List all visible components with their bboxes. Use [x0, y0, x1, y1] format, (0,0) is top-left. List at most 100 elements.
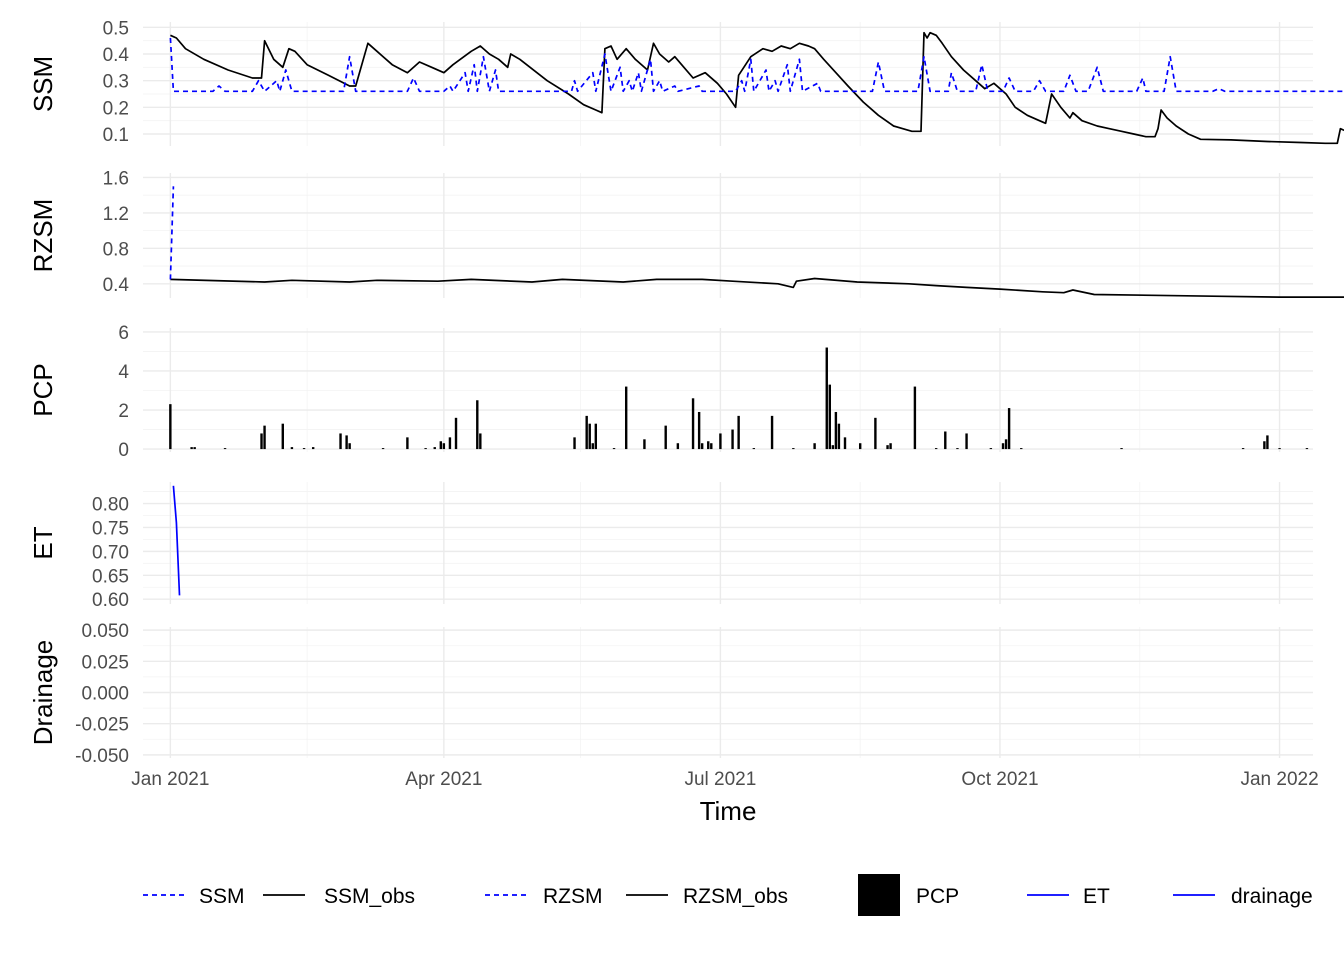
- bar-pcp: [381, 448, 385, 450]
- panel-label-drainage: Drainage: [28, 640, 58, 746]
- y-tick-label: -0.025: [75, 715, 129, 736]
- x-tick-label: Jan 2021: [131, 769, 209, 790]
- legend-label-pcp: PCP: [916, 885, 959, 908]
- bar-pcp: [934, 448, 938, 450]
- bar-pcp: [454, 417, 458, 450]
- y-tick-label: -0.050: [75, 746, 129, 767]
- bar-pcp: [889, 443, 892, 450]
- bar-pcp: [302, 448, 306, 450]
- panel-label-ssm: SSM: [28, 56, 58, 112]
- bar-pcp: [965, 433, 968, 450]
- bar-pcp: [448, 437, 452, 450]
- bar-pcp: [263, 425, 266, 450]
- bar-pcp: [707, 441, 710, 450]
- bar-pcp: [1004, 439, 1008, 450]
- bar-pcp: [697, 411, 701, 450]
- legend-label-et: ET: [1083, 885, 1110, 908]
- bar-pcp: [719, 433, 722, 450]
- y-tick-label: 0.75: [92, 518, 129, 539]
- bar-pcp: [828, 384, 832, 450]
- bar-pcp: [691, 398, 695, 450]
- bar-pcp: [290, 447, 294, 450]
- legend-key-pcp: [858, 874, 900, 916]
- bar-pcp: [311, 447, 315, 450]
- bar-pcp: [825, 347, 828, 450]
- legend-label-ssm-obs: SSM_obs: [324, 885, 415, 908]
- bar-pcp: [858, 443, 862, 450]
- y-tick-label: 0.000: [81, 684, 129, 705]
- bar-pcp: [1305, 448, 1309, 450]
- y-tick-label: 0.8: [103, 239, 129, 260]
- bar-pcp: [886, 445, 889, 450]
- bar-pcp: [737, 415, 740, 450]
- y-tick-label: 4: [118, 362, 129, 383]
- bar-pcp: [442, 443, 446, 450]
- y-tick-label: 0.050: [81, 621, 129, 642]
- bar-pcp: [406, 437, 409, 450]
- bar-pcp: [348, 443, 351, 450]
- bar-pcp: [624, 386, 628, 450]
- bar-pcp: [424, 448, 427, 450]
- series-line-ssm: [169, 37, 1344, 93]
- bar-pcp: [792, 448, 795, 450]
- bar-pcp: [837, 423, 841, 450]
- bar-pcp: [439, 441, 443, 450]
- y-tick-label: 0.025: [81, 652, 129, 673]
- y-tick-label: 0.4: [103, 275, 130, 296]
- bar-pcp: [664, 425, 667, 450]
- y-tick-label: 0.3: [103, 72, 129, 93]
- x-axis-title: Time: [700, 796, 757, 826]
- bar-pcp: [834, 411, 838, 450]
- x-tick-label: Oct 2021: [961, 769, 1038, 790]
- bar-pcp: [1120, 448, 1123, 450]
- y-tick-label: 0.4: [103, 45, 130, 66]
- bar-pcp: [944, 431, 947, 450]
- bar-pcp: [260, 433, 263, 450]
- legend-label-rzsm: RZSM: [543, 885, 603, 908]
- bar-pcp: [1266, 435, 1269, 450]
- y-tick-label: 1.6: [103, 168, 129, 189]
- bar-pcp: [345, 435, 348, 450]
- legend-label-rzsm-obs: RZSM_obs: [683, 885, 788, 908]
- bar-pcp: [169, 404, 172, 450]
- bar-pcp: [913, 386, 917, 450]
- bar-pcp: [731, 429, 734, 450]
- bar-pcp: [585, 415, 588, 450]
- y-tick-label: 0.60: [92, 590, 129, 611]
- y-tick-label: 0.5: [103, 18, 129, 39]
- bar-pcp: [831, 445, 835, 450]
- y-tick-label: 0.65: [92, 566, 129, 587]
- y-tick-label: 0.1: [103, 125, 129, 146]
- bar-pcp: [843, 437, 847, 450]
- series-line-rzsm-obs: [170, 277, 1344, 298]
- series-line-ssm-obs: [170, 31, 1344, 145]
- bar-pcp: [612, 448, 616, 450]
- x-tick-label: Jan 2022: [1240, 769, 1318, 790]
- bar-pcp: [770, 415, 774, 450]
- y-tick-label: 6: [118, 323, 129, 344]
- legend-label-drainage: drainage: [1231, 885, 1313, 908]
- bar-pcp: [676, 443, 680, 450]
- bar-pcp: [223, 448, 227, 450]
- bar-pcp: [591, 443, 594, 450]
- bar-pcp: [1263, 441, 1266, 450]
- bar-pcp: [594, 423, 598, 450]
- y-tick-label: 0.2: [103, 98, 129, 119]
- bar-pcp: [813, 443, 816, 450]
- bar-pcp: [1001, 443, 1005, 450]
- series-line-rzsm: [169, 186, 175, 280]
- bar-pcp: [281, 423, 284, 450]
- bar-pcp: [710, 443, 713, 450]
- bar-pcp: [1278, 448, 1281, 450]
- y-tick-label: 1.2: [103, 204, 129, 225]
- bar-pcp: [874, 417, 877, 450]
- legend-label-ssm: SSM: [199, 885, 245, 908]
- bar-pcp: [433, 447, 436, 450]
- x-tick-label: Jul 2021: [684, 769, 756, 790]
- y-tick-label: 0: [118, 440, 129, 461]
- bar-pcp: [1020, 448, 1023, 450]
- bar-pcp: [700, 443, 704, 450]
- bar-pcp: [752, 448, 756, 450]
